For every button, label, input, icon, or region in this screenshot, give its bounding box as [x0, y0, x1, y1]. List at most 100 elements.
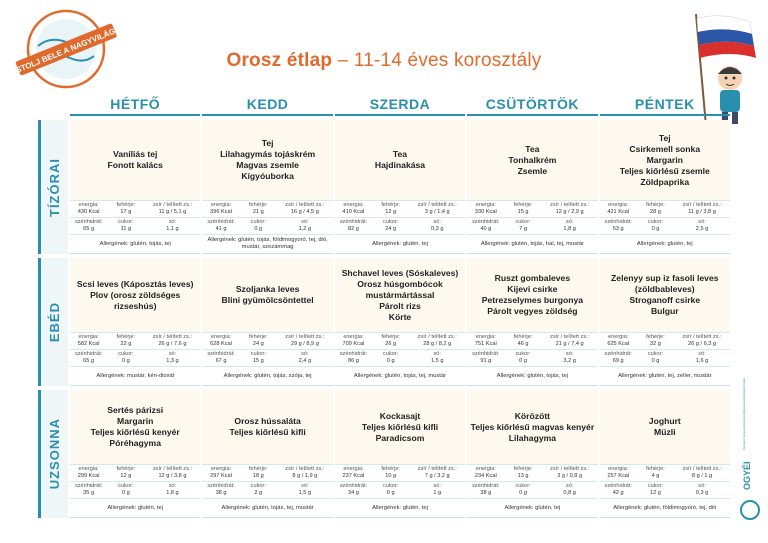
nutrient-label: zsír / telített zs.:: [417, 466, 457, 472]
nutrient-value: 1,6 g: [695, 358, 709, 364]
nutrient-value: 430 Kcal: [77, 209, 100, 215]
meal-label-text: TÍZÓRAI: [47, 157, 62, 217]
nutrient-label: energia:: [210, 202, 232, 208]
nutrient-label: só:: [433, 483, 441, 489]
nutrient-label: zsír / telített zs.:: [417, 202, 457, 208]
nutrient-label: zsír / telített zs.:: [682, 202, 722, 208]
nutrient-label: só:: [565, 483, 574, 489]
nutrient-value: 8 g / 1,9 g: [292, 473, 318, 479]
menu-items: Tej Csirkemell sonka Margarin Teljes kiő…: [619, 132, 710, 187]
nutrient-value: 0,3 g: [431, 226, 444, 232]
nutrient-value: 34 g: [347, 490, 359, 496]
nutrient-label: zsír / telített zs.:: [550, 202, 590, 208]
nutrient-value: 297 Kcal: [210, 473, 232, 479]
menu-items: Kockasajt Teljes kiőrlésű kifli Paradics…: [361, 410, 439, 443]
nutrition-facts: szénhidrát: cukor: só: 40 g 7 g 1,8 g: [467, 217, 598, 234]
nutrient-value: 24 g: [385, 226, 397, 232]
russian-flag-kid-illustration: [695, 13, 756, 127]
nutrient-label: fehérje:: [513, 334, 533, 340]
nutrient-value: 46 g: [517, 341, 529, 347]
nutrient-label: só:: [168, 483, 177, 489]
nutrient-value: 0 g: [121, 358, 130, 364]
allergen-info: Allergének: glutén, tojás, hal, tej, mus…: [467, 234, 598, 253]
nutrient-label: cukor:: [647, 483, 664, 489]
nutrient-value: 22 g: [120, 341, 132, 347]
menu-items: Tea Hajdinakása: [374, 149, 426, 170]
menu-items: Orosz hússaláta Teljes kiőrlésű kifli: [229, 416, 306, 437]
nutrition-facts: energia: fehérje: zsír / telített zs.: 410 …: [334, 200, 466, 217]
nutrient-value: 1,3 g: [166, 358, 179, 364]
nutrient-value: 0 g: [651, 226, 660, 232]
day-header-wednesday: SZERDA: [334, 94, 466, 116]
nutrient-label: zsír / telített zs.:: [152, 202, 193, 208]
nutrient-label: só:: [301, 483, 309, 489]
allergen-info: Allergének: glutén, tojás, tej, mustár: [202, 498, 333, 517]
nutrient-value: 8 g / 1 g: [691, 473, 713, 479]
nutrient-label: fehérje:: [513, 202, 533, 208]
nutrient-label: zsír / telített zs.:: [152, 334, 193, 340]
nutrient-label: fehérje:: [381, 202, 400, 208]
nutrient-label: só:: [301, 351, 309, 357]
russian-flag-icon: [696, 15, 756, 58]
nutrient-label: só:: [565, 219, 574, 225]
day-header-monday: HÉTFŐ: [70, 94, 201, 116]
allergen-info: Allergének: glutén, tojás, tej: [467, 366, 598, 385]
nutrient-value: 13 g: [517, 473, 529, 479]
menu-cell: Tej Csirkemell sonka Margarin Teljes kiő…: [599, 120, 730, 254]
meal-label-tizorai: TÍZÓRAI: [38, 120, 68, 254]
nutrient-label: fehérje:: [646, 202, 665, 208]
nutrient-label: energia:: [608, 202, 629, 208]
nutrition-facts: szénhidrát: cukor: só: 69 g 0 g 1,6 g: [599, 349, 730, 366]
nutrient-value: 65 g: [83, 226, 95, 232]
nutrient-value: 65 g: [83, 358, 95, 364]
menu-items: Tea Tonhalkrém Zsemle: [508, 143, 557, 176]
nutrition-facts: energia: fehérje: zsír / telített zs.: 709 …: [334, 332, 466, 349]
nutrient-label: zsír / telített zs.:: [550, 466, 590, 472]
nutrition-facts: energia: fehérje: zsír / telített zs.: 257 …: [599, 464, 730, 481]
nutrient-value: 0 g: [254, 226, 263, 232]
nutrition-facts: szénhidrát: cukor: só: 38 g 2 g 1,5 g: [202, 481, 333, 498]
menu-items: Shchavel leves (Sóskaleves) Orosz húsgom…: [341, 267, 459, 322]
nutrient-value: 0,8 g: [563, 490, 576, 496]
menu-items: Joghurt Müzli: [648, 416, 681, 437]
nutrient-value: 38 g: [215, 490, 227, 496]
nutrition-facts: energia: fehérje: zsír / telített zs.: 421 …: [599, 200, 730, 217]
nutrient-label: energia:: [343, 334, 364, 340]
grid-corner: [38, 94, 68, 116]
allergen-info: Allergének: glutén, tojás, szója, tej: [202, 366, 333, 385]
nutrient-value: 2,4 g: [298, 358, 312, 364]
nutrition-facts: energia: fehérje: zsír / telített zs.: 628 …: [202, 332, 333, 349]
nutrient-value: 15 g: [517, 209, 529, 215]
nutrient-label: energia:: [475, 202, 496, 208]
nutrient-label: szénhidrát:: [604, 219, 632, 225]
nutrient-label: cukor:: [383, 483, 399, 489]
nutrient-value: 82 g: [347, 226, 359, 232]
nutrient-value: 41 g: [215, 226, 227, 232]
nutrient-value: 628 Kcal: [210, 341, 232, 347]
nutrient-label: energia:: [210, 466, 232, 472]
nutrient-label: só:: [698, 483, 706, 489]
nutrient-label: szénhidrát:: [472, 483, 500, 489]
menu-items: Vaníliás tej Fonott kalács: [107, 149, 163, 170]
nutrient-value: 28 g: [650, 209, 661, 215]
nutrient-label: cukor:: [515, 351, 531, 357]
nutrient-label: zsír / telített zs.:: [285, 466, 325, 472]
nutrient-value: 15 g: [252, 358, 264, 364]
menu-cell: Kockasajt Teljes kiőrlésű kifli Paradics…: [334, 390, 466, 518]
nutrient-label: zsír / telített zs.:: [285, 202, 325, 208]
nutrient-label: energia:: [78, 334, 99, 340]
menu-items: Scsi leves (Káposztás leves) Plov (orosz…: [76, 278, 194, 311]
nutrient-label: zsír / telített zs.:: [682, 334, 722, 340]
nutrient-value: 28 g / 8,2 g: [423, 341, 452, 347]
nutrient-value: 1,8 g: [166, 490, 179, 496]
menu-cell: Vaníliás tej Fonott kalács energia: fehérj…: [70, 120, 201, 254]
nutrient-label: cukor:: [118, 351, 134, 357]
meal-label-text: UZSONNA: [47, 418, 62, 490]
menu-cell: Tea Tonhalkrém Zsemle energia: fehérje: zsí…: [467, 120, 598, 254]
nutrient-value: 1 g: [433, 490, 442, 496]
nutrient-value: 16 g / 4,5 g: [290, 209, 319, 215]
nutrition-facts: szénhidrát: cukor: só: 65 g 0 g 1,3 g: [70, 349, 201, 366]
nutrient-label: energia:: [475, 334, 496, 340]
nutrient-value: 0 g: [519, 358, 527, 364]
allergen-info: Allergének: glutén, tej: [334, 498, 466, 517]
